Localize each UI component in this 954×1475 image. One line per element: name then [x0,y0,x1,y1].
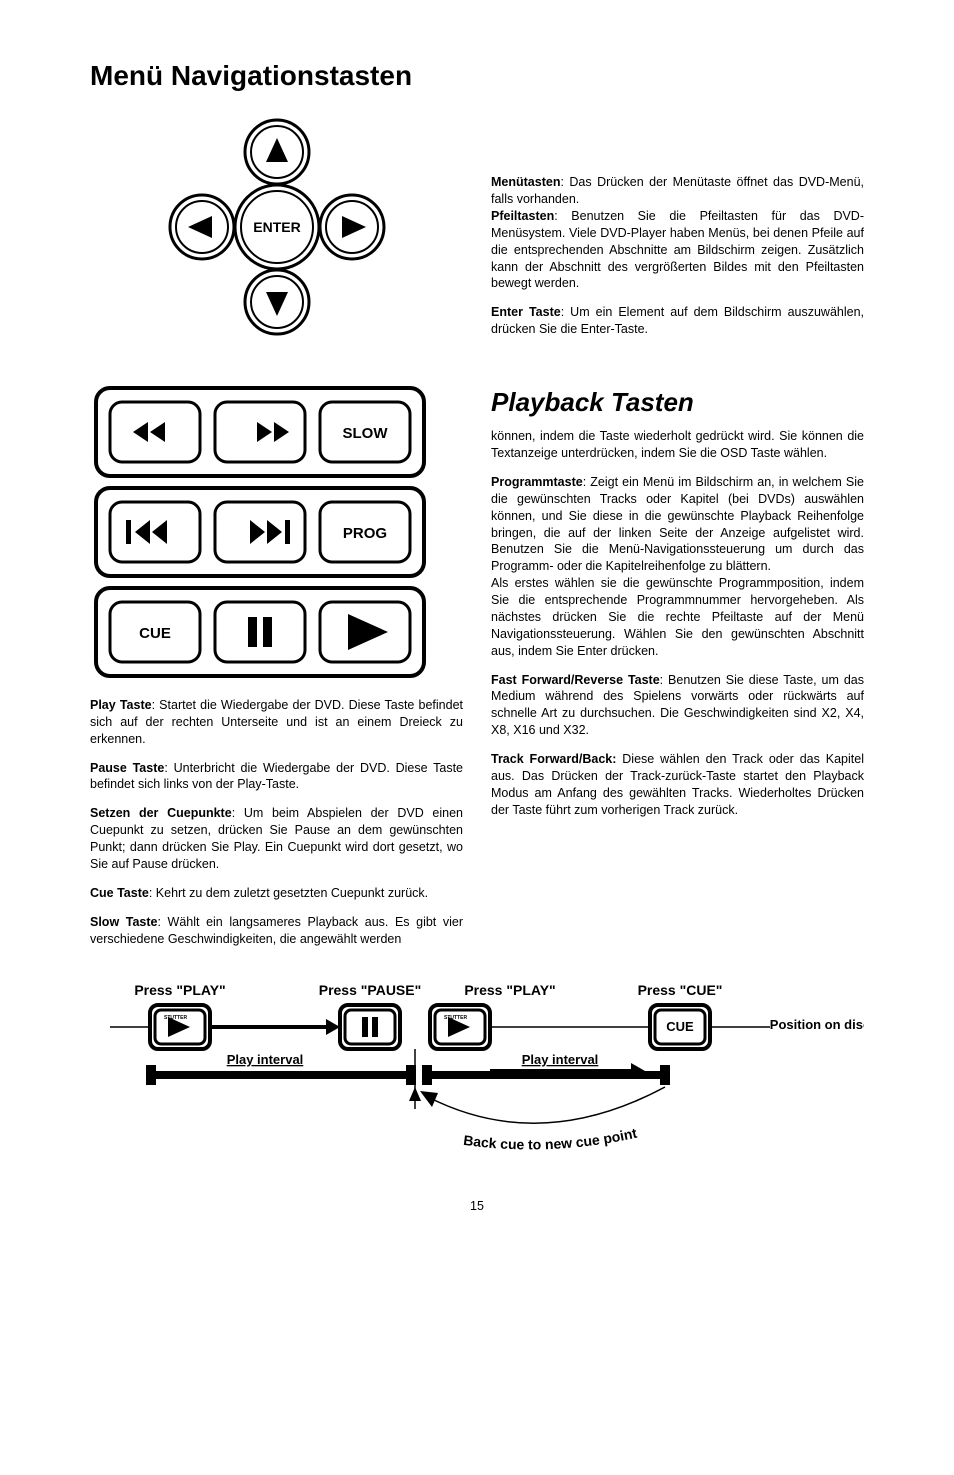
button-grid-svg: SLOW PROG CUE [90,382,430,682]
slow-paragraph: Slow Taste: Wählt ein langsameres Playba… [90,914,463,948]
cue-lead: Cue Taste [90,886,149,900]
flow-label-cue: Press "CUE" [638,982,723,998]
dpad-svg: ENTER [162,112,392,342]
flow-cue-btn-label: CUE [666,1019,694,1034]
cue-text: : Kehrt zu dem zuletzt gesetzten Cuepunk… [149,886,428,900]
right-column: Menütasten: Das Drücken der Menütaste öf… [491,104,864,959]
menutasten-lead: Menütasten [491,175,560,189]
programm-paragraph: Programmtaste: Zeigt ein Menü im Bildsch… [491,474,864,660]
setcue-paragraph: Setzen der Cuepunkte: Um beim Abspielen … [90,805,463,873]
flow-label-position: Position on disc [770,1017,864,1032]
trackfb-lead: Track Forward/Back: [491,752,616,766]
enter-paragraph: Enter Taste: Um ein Element auf dem Bild… [491,304,864,338]
flow-label-pause: Press "PAUSE" [319,982,422,998]
ffrev-lead: Fast Forward/Reverse Taste [491,673,660,687]
slow-lead: Slow Taste [90,915,157,929]
enter-label: ENTER [253,219,300,235]
two-column-layout: ENTER SLOW PROG [90,104,864,959]
flow-svg: Press "PLAY" Press "PAUSE" Press "PLAY" … [90,979,864,1169]
page-number: 15 [90,1199,864,1213]
flow-diagram: Press "PLAY" Press "PAUSE" Press "PLAY" … [90,979,864,1174]
programm-text-b: Als erstes wählen sie die gewünschte Pro… [491,576,864,658]
dpad-figure: ENTER [90,112,463,347]
button-grid-figure: SLOW PROG CUE [90,382,463,687]
left-column: ENTER SLOW PROG [90,104,463,959]
programm-lead: Programmtaste [491,475,583,489]
flow-label-play2: Press "PLAY" [464,982,555,998]
play-paragraph: Play Taste: Startet die Wiedergabe der D… [90,697,463,748]
flow-label-play1: Press "PLAY" [134,982,225,998]
section-heading: Menü Navigationstasten [90,60,864,92]
play-interval-1: Play interval [227,1052,304,1067]
cont-paragraph: können, indem die Taste wiederholt gedrü… [491,428,864,462]
enter-lead: Enter Taste [491,305,561,319]
setcue-lead: Setzen der Cuepunkte [90,806,232,820]
menutasten-paragraph: Menütasten: Das Drücken der Menütaste öf… [491,174,864,208]
pause-lead: Pause Taste [90,761,164,775]
programm-text-a: : Zeigt ein Menü im Bildschirm an, in we… [491,475,864,573]
slow-label: SLOW [343,425,389,442]
play-lead: Play Taste [90,698,152,712]
pfeiltasten-paragraph: Pfeiltasten: Benutzen Sie die Pfeiltaste… [491,208,864,292]
ffrev-paragraph: Fast Forward/Reverse Taste: Benutzen Sie… [491,672,864,740]
pause-paragraph: Pause Taste: Unterbricht die Wiedergabe … [90,760,463,794]
back-cue-text: Back cue to new cue point [462,1125,638,1153]
playback-heading: Playback Tasten [491,385,864,420]
play-interval-2: Play interval [522,1052,599,1067]
stutter-label-1: STUTTER [164,1015,187,1021]
cue-paragraph: Cue Taste: Kehrt zu dem zuletzt gesetzte… [90,885,463,902]
stutter-label-2: STUTTER [444,1015,467,1021]
cue-label: CUE [139,625,171,642]
prog-label: PROG [343,525,387,542]
trackfb-paragraph: Track Forward/Back: Diese wählen den Tra… [491,751,864,819]
cont-text: können, indem die Taste wiederholt gedrü… [491,429,864,460]
pfeiltasten-lead: Pfeiltasten [491,209,554,223]
